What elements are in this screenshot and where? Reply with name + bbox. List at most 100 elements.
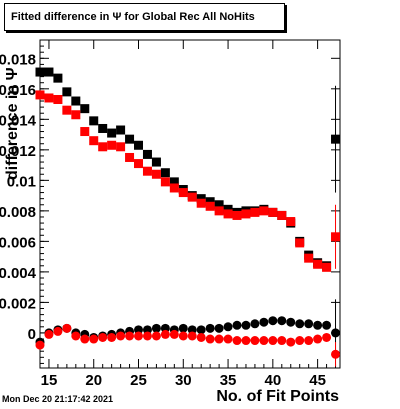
data-point-circle: [205, 323, 215, 333]
data-point-circle: [223, 334, 233, 344]
data-point-square: [35, 67, 45, 77]
data-point-square: [125, 152, 135, 162]
x-tick-label: 35: [220, 372, 237, 389]
data-point-circle: [151, 331, 161, 341]
data-point-circle: [241, 320, 251, 330]
data-point-circle: [98, 332, 108, 342]
data-point-square: [178, 188, 188, 198]
data-point-circle: [304, 319, 314, 329]
data-point-square: [277, 210, 287, 220]
data-point-square: [322, 262, 332, 272]
data-point-square: [80, 127, 90, 137]
data-point-square: [142, 166, 152, 176]
x-tick-label: 15: [41, 372, 58, 389]
data-point-circle: [259, 336, 269, 346]
data-point-circle: [53, 326, 63, 336]
data-point-square: [116, 125, 126, 135]
data-point-square: [160, 168, 170, 178]
data-marks: [35, 67, 341, 367]
y-tick-label: 0.006: [0, 234, 36, 251]
data-point-square: [142, 149, 152, 159]
data-point-circle: [250, 319, 260, 329]
data-point-square: [214, 206, 224, 216]
data-point-circle: [277, 316, 287, 326]
timestamp: Mon Dec 20 21:17:42 2021: [2, 394, 114, 404]
data-point-circle: [178, 331, 188, 341]
data-point-square: [205, 201, 215, 211]
data-point-square: [160, 177, 170, 187]
x-tick-label: 45: [309, 372, 326, 389]
data-point-square: [71, 96, 81, 106]
x-tick-label: 40: [264, 372, 281, 389]
data-point-square: [134, 159, 144, 169]
data-point-square: [331, 134, 341, 144]
y-tick-label: 0.004: [0, 265, 37, 282]
data-point-circle: [331, 328, 341, 338]
data-point-circle: [322, 332, 332, 342]
data-point-square: [53, 73, 63, 83]
data-point-circle: [187, 331, 197, 341]
data-point-square: [151, 157, 161, 167]
data-point-square: [286, 217, 296, 227]
data-point-circle: [107, 332, 117, 342]
data-point-square: [169, 177, 179, 187]
data-point-circle: [331, 349, 341, 359]
data-point-square: [62, 105, 72, 115]
data-point-square: [98, 123, 108, 133]
plot-area: [39, 39, 341, 369]
data-point-square: [232, 210, 242, 220]
data-point-circle: [223, 322, 233, 332]
data-point-square: [134, 140, 144, 150]
y-tick-label: 0.002: [0, 295, 36, 312]
data-point-circle: [232, 320, 242, 330]
data-point-square: [313, 259, 323, 269]
data-point-circle: [71, 331, 81, 341]
data-point-circle: [80, 334, 90, 344]
data-point-circle: [89, 334, 99, 344]
data-point-circle: [313, 334, 323, 344]
data-point-square: [196, 194, 206, 204]
data-point-square: [107, 128, 117, 138]
data-point-circle: [205, 334, 215, 344]
data-point-circle: [322, 320, 332, 330]
data-point-square: [169, 183, 179, 193]
data-point-square: [44, 93, 54, 103]
data-point-circle: [268, 336, 278, 346]
data-point-square: [44, 67, 54, 77]
data-point-circle: [313, 320, 323, 330]
chart-title-box: Fitted difference in Ψ for Global Rec Al…: [4, 3, 285, 31]
data-point-circle: [116, 331, 126, 341]
data-point-square: [89, 136, 99, 146]
data-point-square: [223, 204, 233, 214]
data-point-circle: [178, 323, 188, 333]
data-point-circle: [134, 331, 144, 341]
data-point-square: [62, 87, 72, 97]
data-point-circle: [125, 331, 135, 341]
data-point-square: [205, 197, 215, 207]
data-point-circle: [196, 325, 206, 335]
data-point-square: [107, 140, 117, 150]
data-point-square: [295, 238, 305, 248]
data-point-square: [98, 142, 108, 152]
y-tick-label: 0.012: [0, 143, 36, 160]
data-point-circle: [250, 336, 260, 346]
x-tick-label: 20: [85, 372, 102, 389]
data-point-square: [268, 207, 278, 217]
data-point-circle: [160, 329, 170, 339]
data-point-square: [187, 192, 197, 202]
data-point-square: [196, 198, 206, 208]
data-point-circle: [169, 329, 179, 339]
data-point-circle: [277, 336, 287, 346]
data-point-circle: [214, 323, 224, 333]
data-point-circle: [241, 336, 251, 346]
y-tick-label: 0.016: [0, 82, 36, 99]
data-point-square: [259, 206, 269, 216]
data-point-square: [53, 94, 63, 104]
data-point-square: [35, 90, 45, 100]
y-axis-label: difference in Ψ: [4, 67, 21, 180]
data-point-square: [241, 209, 251, 219]
data-point-circle: [295, 319, 305, 329]
plot-frame: [39, 39, 341, 369]
data-point-circle: [214, 334, 224, 344]
